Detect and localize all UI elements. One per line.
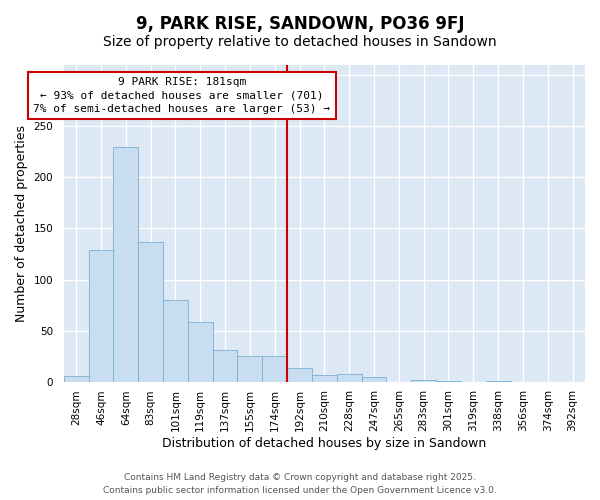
Bar [486,380,511,382]
Text: Size of property relative to detached houses in Sandown: Size of property relative to detached ho… [103,35,497,49]
Bar [89,250,113,382]
Bar [138,242,163,382]
Bar [262,356,287,382]
Bar [163,300,188,382]
Bar [436,380,461,382]
Text: Contains HM Land Registry data © Crown copyright and database right 2025.
Contai: Contains HM Land Registry data © Crown c… [103,474,497,495]
Bar [64,376,89,382]
Text: 9, PARK RISE, SANDOWN, PO36 9FJ: 9, PARK RISE, SANDOWN, PO36 9FJ [136,15,464,33]
Bar [188,322,212,382]
Text: 9 PARK RISE: 181sqm
← 93% of detached houses are smaller (701)
7% of semi-detach: 9 PARK RISE: 181sqm ← 93% of detached ho… [33,78,330,114]
Bar [362,376,386,382]
Bar [212,350,238,382]
Y-axis label: Number of detached properties: Number of detached properties [15,125,28,322]
Bar [113,146,138,382]
X-axis label: Distribution of detached houses by size in Sandown: Distribution of detached houses by size … [162,437,487,450]
Bar [287,368,312,382]
Bar [411,380,436,382]
Bar [238,356,262,382]
Bar [312,374,337,382]
Bar [337,374,362,382]
